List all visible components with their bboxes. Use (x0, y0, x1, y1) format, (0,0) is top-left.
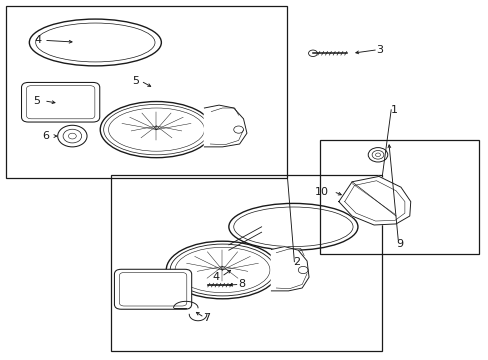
Ellipse shape (170, 244, 274, 296)
Text: 3: 3 (376, 45, 383, 55)
Text: 4: 4 (34, 35, 41, 45)
Ellipse shape (29, 19, 161, 66)
Ellipse shape (108, 108, 204, 151)
Ellipse shape (100, 102, 212, 158)
Circle shape (375, 153, 380, 157)
Ellipse shape (175, 247, 269, 293)
Circle shape (308, 50, 317, 57)
Text: 8: 8 (238, 279, 245, 289)
Text: 9: 9 (395, 239, 403, 249)
Text: 5: 5 (132, 76, 139, 86)
Text: 10: 10 (314, 186, 328, 197)
Bar (6, 6, 286, 178)
Circle shape (63, 129, 81, 143)
Polygon shape (271, 247, 308, 291)
Ellipse shape (36, 23, 155, 62)
Circle shape (68, 133, 76, 139)
Circle shape (367, 148, 387, 162)
Circle shape (58, 125, 87, 147)
Circle shape (298, 266, 307, 274)
Text: 7: 7 (203, 312, 210, 323)
Text: 2: 2 (293, 257, 300, 267)
Polygon shape (204, 105, 246, 147)
FancyBboxPatch shape (26, 86, 95, 119)
Bar (110, 175, 381, 351)
Ellipse shape (233, 207, 352, 247)
Text: 4: 4 (212, 272, 220, 282)
FancyBboxPatch shape (119, 273, 186, 306)
Ellipse shape (103, 104, 209, 155)
Ellipse shape (166, 241, 278, 299)
Text: 6: 6 (42, 131, 49, 141)
Polygon shape (338, 176, 410, 225)
Circle shape (371, 150, 383, 159)
FancyBboxPatch shape (21, 82, 100, 122)
Text: 1: 1 (390, 105, 397, 115)
Ellipse shape (228, 203, 357, 250)
Bar (320, 140, 478, 254)
Circle shape (233, 126, 243, 133)
Text: 5: 5 (33, 96, 40, 106)
FancyBboxPatch shape (114, 269, 191, 309)
Circle shape (201, 282, 209, 288)
